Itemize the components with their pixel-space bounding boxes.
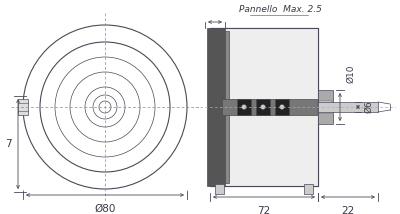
Text: Ø10: Ø10: [346, 64, 355, 83]
Text: 7: 7: [5, 139, 12, 149]
Bar: [318, 90, 333, 124]
Circle shape: [242, 104, 246, 110]
Bar: [210, 28, 318, 186]
Bar: [304, 184, 313, 194]
Text: 22: 22: [341, 206, 355, 214]
Bar: [210, 28, 318, 186]
Bar: [256, 99, 270, 115]
Bar: [237, 99, 251, 115]
Bar: [215, 184, 224, 194]
Text: 72: 72: [257, 206, 271, 214]
Bar: [318, 102, 378, 112]
Text: Ø80: Ø80: [94, 204, 116, 214]
Bar: [222, 99, 317, 115]
Bar: [319, 101, 332, 113]
Bar: [225, 31, 229, 183]
Circle shape: [280, 104, 284, 110]
Bar: [275, 99, 289, 115]
Bar: [207, 28, 225, 186]
Text: Pannello  Max. 2.5: Pannello Max. 2.5: [238, 5, 322, 14]
Text: Ø6: Ø6: [364, 100, 373, 113]
Bar: [210, 28, 318, 186]
Bar: [18, 99, 28, 115]
Circle shape: [260, 104, 266, 110]
